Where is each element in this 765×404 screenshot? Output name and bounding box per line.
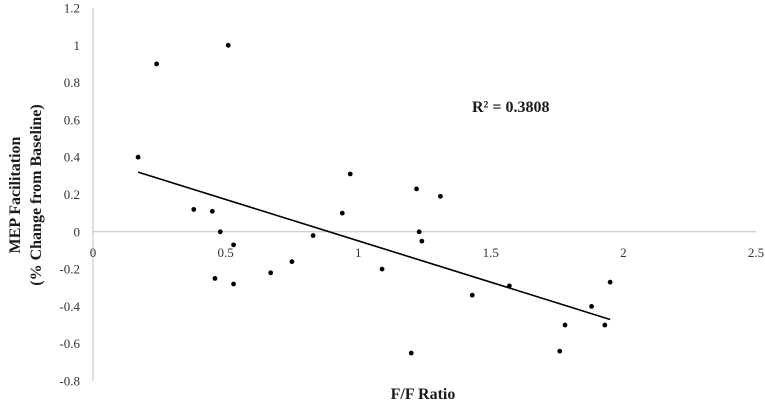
plot-area: -0.8 -0.6 -0.4 -0.2 0 0.2 0.4 0.6 0.8 1 1.2 0 0.5 1 1.… xyxy=(7,1,764,404)
y-tick-label: 1.2 xyxy=(64,1,80,16)
x-tick-label: 0 xyxy=(90,245,97,260)
data-point xyxy=(602,322,608,328)
data-point xyxy=(231,242,236,248)
data-point xyxy=(416,229,422,235)
data-point xyxy=(339,210,345,216)
x-tick-label: 2.5 xyxy=(748,245,764,260)
data-point xyxy=(191,207,197,212)
y-axis-title-line-2: (% Change from Baseline) xyxy=(28,104,45,285)
y-tick-label: -0.2 xyxy=(59,262,80,277)
data-point xyxy=(268,270,274,276)
x-tick-label: 0.5 xyxy=(217,245,233,260)
data-point xyxy=(310,233,316,238)
data-point xyxy=(589,304,594,309)
data-point xyxy=(438,193,443,199)
y-tick-label: 1 xyxy=(74,38,81,53)
x-tick-label: 1.5 xyxy=(483,245,499,260)
y-tick-label: -0.6 xyxy=(59,336,80,351)
x-tick-label: 1 xyxy=(355,245,362,260)
y-tick-label: 0.8 xyxy=(64,75,80,90)
data-point xyxy=(469,292,475,298)
data-point xyxy=(212,276,218,281)
data-point xyxy=(231,281,236,287)
data-point xyxy=(562,322,568,328)
data-point xyxy=(209,208,215,214)
data-point xyxy=(217,229,223,235)
data-point xyxy=(379,266,385,272)
r-squared-annotation: R² = 0.3808 xyxy=(472,99,549,116)
data-point xyxy=(347,171,353,177)
data-point xyxy=(506,283,512,289)
y-tick-label: 0 xyxy=(74,224,81,239)
data-point xyxy=(154,61,160,67)
y-tick-label: -0.8 xyxy=(59,374,80,389)
y-tick-label: 0.4 xyxy=(64,150,81,165)
x-axis-title: F/F Ratio xyxy=(391,386,456,403)
data-point xyxy=(414,186,419,192)
y-axis-title-line-1: MEP Facilitation xyxy=(7,136,24,253)
x-tick-label: 2 xyxy=(620,245,627,260)
data-point xyxy=(225,42,231,48)
y-tick-label: 0.6 xyxy=(64,112,81,127)
data-point xyxy=(135,154,141,160)
y-tick-label: 0.2 xyxy=(64,187,80,202)
data-point xyxy=(289,259,295,265)
y-tick-label: -0.4 xyxy=(59,299,80,314)
data-point xyxy=(557,348,563,354)
trendline xyxy=(137,171,611,321)
data-point xyxy=(408,350,414,356)
data-point xyxy=(419,238,425,244)
data-point xyxy=(607,279,613,285)
